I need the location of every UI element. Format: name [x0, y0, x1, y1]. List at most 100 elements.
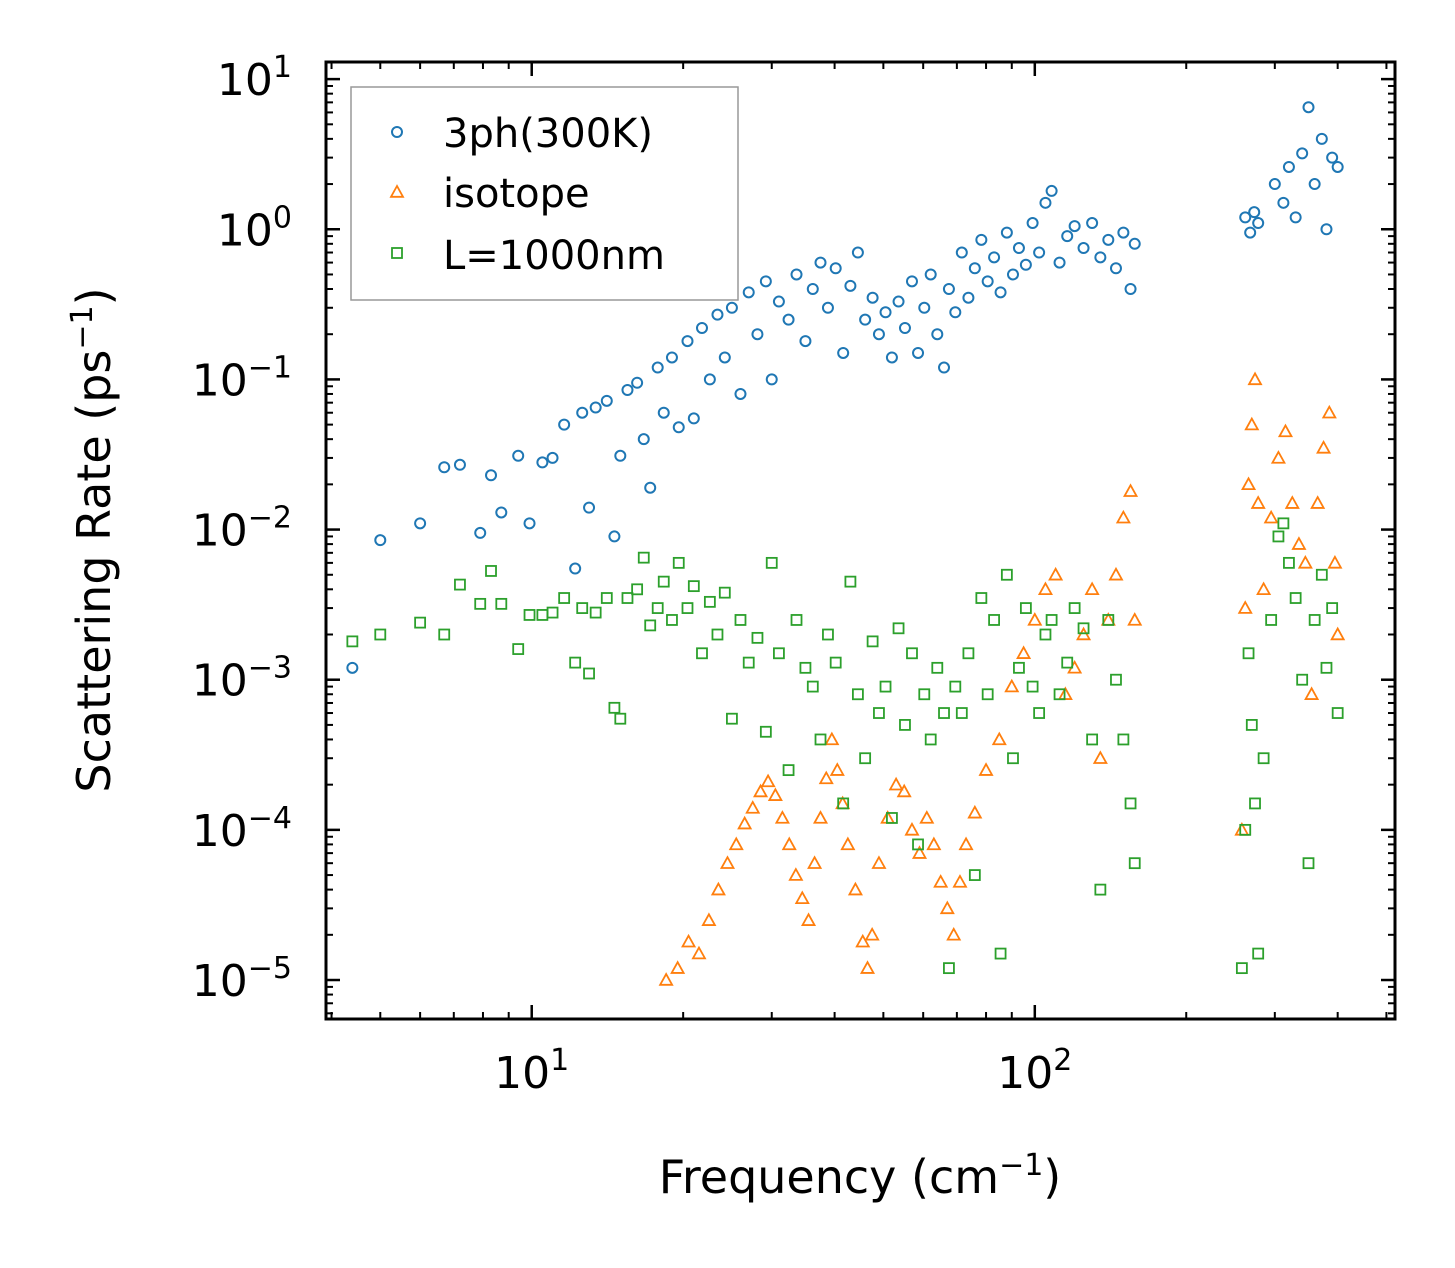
data-point — [414, 616, 427, 629]
series-2 — [346, 517, 1344, 975]
data-point — [1315, 568, 1328, 581]
data-point — [1291, 536, 1307, 550]
data-point — [790, 268, 803, 281]
data-point — [1270, 450, 1286, 464]
y-tick-label: 10−1 — [192, 350, 292, 406]
data-point — [962, 291, 975, 304]
data-point — [994, 286, 1007, 299]
data-point — [734, 387, 747, 400]
data-point — [978, 762, 994, 776]
data-point — [859, 960, 876, 974]
data-point — [912, 346, 925, 359]
data-point — [753, 783, 769, 798]
data-point — [931, 661, 944, 674]
data-point — [918, 688, 931, 701]
legend-box — [350, 86, 739, 301]
data-point — [728, 836, 744, 851]
data-point — [879, 306, 892, 319]
data-point — [1012, 242, 1025, 255]
data-point — [711, 308, 724, 321]
data-point — [546, 606, 559, 619]
data-point — [1268, 178, 1281, 191]
data-point — [637, 433, 650, 446]
data-point — [1026, 217, 1039, 230]
data-point — [438, 628, 451, 641]
data-point — [790, 614, 803, 626]
data-point — [873, 707, 885, 719]
data-point — [821, 301, 834, 314]
data-point — [1308, 178, 1321, 191]
data-point — [806, 283, 819, 296]
data-point — [899, 719, 911, 731]
data-point — [991, 731, 1007, 746]
data-point — [975, 233, 988, 246]
data-point — [374, 628, 387, 641]
data-point — [847, 881, 863, 896]
data-point — [1245, 719, 1258, 731]
data-point — [536, 456, 549, 469]
data-point — [879, 680, 892, 693]
data-point — [1265, 614, 1278, 626]
data-point — [583, 667, 595, 680]
data-point — [781, 836, 797, 851]
data-point — [767, 787, 783, 801]
data-point — [637, 551, 650, 564]
data-point — [888, 776, 904, 791]
data-point — [1039, 628, 1052, 641]
data-point — [1250, 495, 1266, 509]
data-point — [1256, 581, 1272, 596]
data-point — [1244, 416, 1260, 431]
data-point — [670, 960, 686, 974]
data-point — [558, 418, 571, 431]
data-point — [824, 731, 840, 746]
data-point — [691, 945, 707, 960]
y-tick-label: 101 — [217, 50, 292, 106]
data-point — [665, 351, 678, 364]
data-point — [681, 335, 694, 348]
data-point — [1128, 857, 1141, 870]
data-point — [1283, 556, 1295, 569]
data-point — [1013, 661, 1025, 674]
data-point — [872, 328, 885, 341]
data-point — [866, 291, 879, 304]
data-marks — [346, 101, 1346, 986]
data-point — [782, 313, 795, 326]
data-point — [608, 530, 621, 543]
data-point — [1296, 147, 1309, 160]
data-point — [885, 351, 898, 364]
data-point — [994, 947, 1007, 960]
data-point — [799, 661, 812, 674]
data-point — [1321, 404, 1337, 419]
data-point — [1026, 680, 1039, 693]
data-point — [1296, 673, 1309, 686]
data-point — [814, 256, 827, 269]
data-point — [1027, 612, 1043, 626]
x-tick-label: 102 — [997, 1043, 1072, 1099]
data-point — [855, 933, 871, 948]
data-point — [1000, 226, 1013, 239]
data-point — [1117, 733, 1130, 746]
data-point — [718, 586, 731, 599]
data-point — [799, 335, 812, 348]
data-point — [1077, 242, 1090, 255]
data-point — [981, 275, 994, 288]
data-point — [512, 449, 525, 462]
data-point — [912, 838, 924, 851]
data-point — [851, 246, 864, 259]
legend-marker — [391, 247, 403, 259]
series-0 — [346, 101, 1344, 674]
data-point — [742, 656, 755, 669]
data-point — [1257, 752, 1270, 765]
y-tick-label: 10−2 — [192, 501, 292, 557]
data-point — [710, 881, 726, 896]
data-point — [485, 469, 498, 482]
data-point — [1248, 206, 1261, 219]
data-point — [765, 556, 778, 569]
data-point — [1019, 602, 1032, 614]
data-point — [1320, 661, 1333, 674]
data-point — [837, 346, 850, 359]
data-point — [962, 647, 975, 660]
data-point — [1239, 823, 1252, 836]
data-point — [906, 647, 918, 660]
